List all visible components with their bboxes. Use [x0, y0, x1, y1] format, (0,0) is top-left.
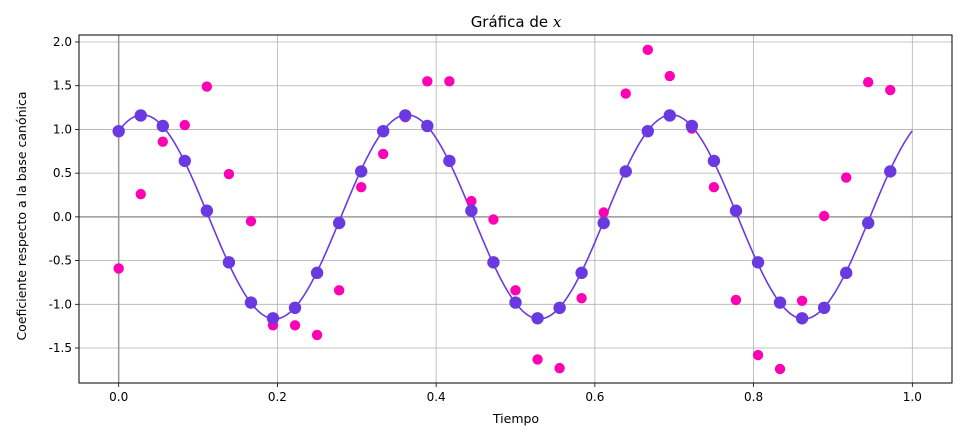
noisy-point — [378, 148, 389, 160]
sample-point — [861, 216, 875, 230]
sample-point — [288, 301, 302, 315]
x-tick-label: 0.6 — [585, 390, 604, 404]
sample-point — [553, 301, 566, 315]
sample-point — [178, 154, 191, 168]
zero-lines — [79, 35, 952, 383]
sample-point — [641, 124, 654, 138]
noisy-point — [885, 84, 896, 96]
sample-point — [795, 312, 809, 325]
x-ticks: 0.0 0.2 0.4 0.6 0.8 1.0 — [109, 383, 922, 404]
y-tick-label: 1.0 — [53, 122, 72, 136]
sample-point — [244, 296, 258, 309]
x-tick-label: 0.0 — [109, 390, 128, 404]
sample-point — [200, 204, 214, 217]
y-axis-label: Coeficiente respecto a la base canónica — [14, 91, 29, 340]
sample-point — [465, 204, 478, 217]
noisy-point — [841, 172, 852, 183]
x-tick-label: 1.0 — [903, 390, 922, 404]
sample-point — [817, 301, 831, 315]
noisy-point — [157, 136, 169, 147]
noisy-point — [818, 210, 830, 222]
y-ticks: -1.5 -1.0 -0.5 0.0 0.5 1.0 1.5 2.0 — [49, 35, 79, 355]
noisy-point — [201, 81, 213, 92]
y-tick-label: 2.0 — [53, 35, 72, 49]
y-tick-label: 0.0 — [53, 210, 72, 224]
noisy-point — [554, 362, 565, 374]
sample-point — [112, 124, 125, 138]
noisy-point — [488, 214, 499, 225]
sample-point — [222, 256, 236, 269]
sample-point — [597, 216, 610, 230]
sample-point — [266, 312, 280, 325]
sample-point — [156, 119, 170, 133]
noisy-point — [598, 207, 609, 218]
noisy-point — [642, 44, 653, 56]
sample-point — [134, 109, 147, 122]
noisy-point — [576, 292, 587, 304]
sample-point — [884, 165, 897, 178]
x-tick-label: 0.4 — [427, 390, 446, 404]
noisy-point — [333, 285, 345, 296]
y-tick-label: 0.5 — [53, 166, 72, 180]
noisy-point — [730, 294, 742, 306]
noisy-point — [862, 77, 874, 88]
y-tick-label: -1.5 — [49, 341, 72, 355]
chart-title: Gráfica de x — [471, 13, 562, 31]
sample-point — [355, 165, 368, 178]
sample-point — [443, 154, 456, 168]
sample-point — [487, 256, 500, 269]
sample-point — [729, 204, 743, 217]
noisy-point — [510, 285, 521, 296]
noisy-point — [245, 216, 257, 227]
sample-point — [421, 119, 434, 133]
noisy-point — [289, 320, 301, 331]
sample-point — [619, 165, 632, 178]
noisy-point — [179, 119, 190, 131]
noisy-point — [422, 76, 433, 87]
sample-point — [399, 109, 412, 122]
noisy-point — [311, 329, 323, 341]
x-tick-label: 0.2 — [268, 390, 287, 404]
noisy-points — [113, 44, 896, 375]
noisy-point — [113, 263, 124, 274]
sample-point — [509, 296, 522, 309]
noisy-point — [620, 88, 631, 99]
sample-points — [112, 109, 897, 325]
noisy-point — [708, 181, 720, 193]
sample-point — [377, 124, 390, 138]
noisy-point — [796, 295, 808, 307]
sample-point — [840, 266, 853, 280]
noisy-point — [532, 354, 543, 365]
sample-point — [332, 216, 346, 230]
y-tick-label: 1.5 — [53, 79, 72, 93]
noisy-point — [664, 70, 675, 82]
noisy-point — [774, 363, 786, 375]
sample-point — [531, 312, 544, 325]
sample-point — [575, 266, 588, 280]
y-tick-label: -1.0 — [49, 297, 72, 311]
sample-point — [707, 154, 721, 168]
noisy-point — [223, 168, 235, 180]
plot-frame — [78, 34, 953, 384]
x-tick-label: 0.8 — [744, 390, 763, 404]
sample-point — [773, 296, 787, 309]
x-axis-label: Tiempo — [492, 411, 539, 426]
noisy-point — [752, 349, 764, 361]
sample-point — [751, 256, 765, 269]
sample-point — [685, 119, 699, 133]
noisy-point — [356, 181, 367, 193]
sample-point — [310, 266, 324, 280]
sample-point — [663, 109, 676, 122]
noisy-point — [135, 188, 146, 200]
noisy-point — [466, 195, 477, 207]
noisy-point — [444, 76, 455, 87]
y-tick-label: -0.5 — [49, 254, 72, 268]
